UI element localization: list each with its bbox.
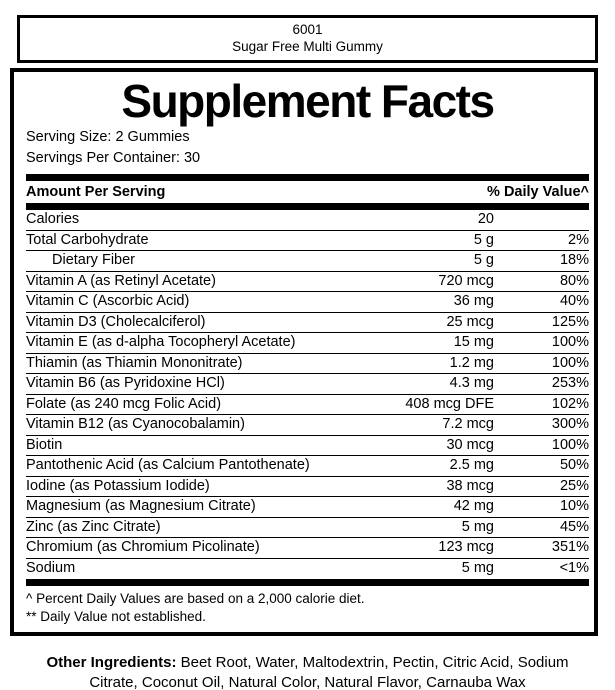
nutrient-dv: 10% [559, 498, 589, 515]
divider-bar-header [26, 203, 589, 210]
nutrient-row: Pantothenic Acid (as Calcium Pantothenat… [26, 456, 589, 477]
other-ingredients-text: Beet Root, Water, Maltodextrin, Pectin, … [89, 654, 569, 690]
nutrient-amount: 15 mg [453, 334, 494, 351]
other-ingredients: Other Ingredients: Beet Root, Water, Mal… [34, 653, 582, 690]
nutrient-name: Vitamin A (as Retinyl Acetate) [26, 272, 216, 289]
nutrient-table: Calories 20 Total Carbohydrate 5 g 2% Di… [26, 210, 589, 579]
nutrient-amount: 7.2 mcg [442, 416, 494, 433]
product-header-box: 6001 Sugar Free Multi Gummy [17, 15, 598, 63]
nutrient-name: Chromium (as Chromium Picolinate) [26, 539, 260, 556]
nutrient-dv: 80% [559, 272, 589, 289]
nutrient-name: Magnesium (as Magnesium Citrate) [26, 498, 256, 515]
nutrient-dv: 253% [551, 375, 589, 392]
nutrient-name: Calories [26, 211, 80, 228]
nutrient-amount: 123 mcg [438, 539, 494, 556]
nutrient-dv: 100% [551, 334, 589, 351]
serving-size: Serving Size: 2 Gummies [26, 129, 190, 145]
nutrient-row: Vitamin A (as Retinyl Acetate) 720 mcg 8… [26, 272, 589, 292]
nutrient-amount: 30 mcg [446, 436, 494, 453]
nutrient-dv: 40% [559, 293, 589, 310]
nutrient-dv: 100% [551, 436, 589, 453]
nutrient-dv: 102% [551, 395, 589, 412]
nutrient-name: Folate (as 240 mcg Folic Acid) [26, 395, 222, 412]
nutrient-dv: 100% [551, 354, 589, 371]
nutrient-name: Pantothenic Acid (as Calcium Pantothenat… [26, 457, 310, 474]
nutrient-row: Magnesium (as Magnesium Citrate) 42 mg 1… [26, 497, 589, 518]
nutrient-name: Sodium [26, 560, 76, 577]
nutrient-amount: 2.5 mg [449, 457, 494, 474]
nutrient-name: Vitamin C (Ascorbic Acid) [26, 293, 190, 310]
footnote-dv-basis: ^ Percent Daily Values are based on a 2,… [26, 591, 365, 606]
nutrient-dv: 2% [568, 231, 589, 248]
column-header-row: Amount Per Serving % Daily Value^ [26, 181, 589, 203]
nutrient-amount: 42 mg [453, 498, 494, 515]
nutrient-dv: 25% [559, 477, 589, 494]
daily-value-header: % Daily Value^ [487, 184, 589, 200]
nutrient-amount: 408 mcg DFE [405, 395, 494, 412]
nutrient-row: Vitamin E (as d-alpha Tocopheryl Acetate… [26, 333, 589, 354]
nutrient-amount: 5 mg [461, 560, 494, 577]
other-ingredients-label: Other Ingredients: [46, 654, 177, 671]
nutrient-name: Thiamin (as Thiamin Mononitrate) [26, 354, 243, 371]
nutrient-name: Vitamin B12 (as Cyanocobalamin) [26, 416, 245, 433]
nutrient-row: Sodium 5 mg <1% [26, 559, 589, 580]
nutrient-row: Vitamin B6 (as Pyridoxine HCl) 4.3 mg 25… [26, 374, 589, 395]
nutrient-name: Biotin [26, 436, 63, 453]
nutrient-row: Calories 20 [26, 210, 589, 231]
servings-per-container: Servings Per Container: 30 [26, 150, 201, 166]
nutrient-dv: 50% [559, 457, 589, 474]
nutrient-row: Vitamin C (Ascorbic Acid) 36 mg 40% [26, 292, 589, 313]
divider-bar-bottom [26, 579, 589, 586]
nutrient-name: Dietary Fiber [52, 252, 135, 269]
nutrient-amount: 38 mcg [446, 477, 494, 494]
nutrient-name: Zinc (as Zinc Citrate) [26, 518, 161, 535]
nutrient-amount: 36 mg [453, 293, 494, 310]
panel-title: Supplement Facts [121, 75, 495, 127]
nutrient-row: Iodine (as Potassium Iodide) 38 mcg 25% [26, 477, 589, 497]
product-name: Sugar Free Multi Gummy [232, 39, 383, 54]
nutrient-amount: 5 g [473, 231, 494, 248]
nutrient-name: Iodine (as Potassium Iodide) [26, 477, 210, 494]
footnotes: ^ Percent Daily Values are based on a 2,… [26, 586, 589, 628]
nutrient-dv: 125% [551, 313, 589, 330]
nutrient-row: Total Carbohydrate 5 g 2% [26, 231, 589, 251]
product-code: 6001 [292, 22, 323, 37]
nutrient-amount: 5 g [473, 252, 494, 269]
supplement-facts-panel: Supplement Facts Serving Size: 2 Gummies… [10, 68, 598, 636]
nutrient-dv: 351% [551, 539, 589, 556]
nutrient-amount: 1.2 mg [449, 354, 494, 371]
amount-per-serving-header: Amount Per Serving [26, 184, 166, 200]
nutrient-name: Vitamin D3 (Cholecalciferol) [26, 313, 206, 330]
nutrient-row: Vitamin B12 (as Cyanocobalamin) 7.2 mcg … [26, 415, 589, 436]
nutrient-amount: 4.3 mg [449, 375, 494, 392]
nutrient-row: Biotin 30 mcg 100% [26, 436, 589, 456]
nutrient-amount: 20 [477, 211, 494, 228]
divider-bar-top [26, 174, 589, 181]
nutrient-dv: 300% [551, 416, 589, 433]
nutrient-name: Vitamin B6 (as Pyridoxine HCl) [26, 375, 225, 392]
nutrient-row: Thiamin (as Thiamin Mononitrate) 1.2 mg … [26, 354, 589, 374]
footnote-dv-not-established: ** Daily Value not established. [26, 609, 206, 624]
nutrient-row: Folate (as 240 mcg Folic Acid) 408 mcg D… [26, 395, 589, 415]
nutrient-row: Zinc (as Zinc Citrate) 5 mg 45% [26, 518, 589, 538]
nutrient-dv: 45% [559, 518, 589, 535]
nutrient-dv: 18% [559, 252, 589, 269]
nutrient-amount: 5 mg [461, 518, 494, 535]
nutrient-amount: 720 mcg [438, 272, 494, 289]
nutrient-name: Vitamin E (as d-alpha Tocopheryl Acetate… [26, 334, 296, 351]
nutrient-dv: <1% [559, 560, 589, 577]
nutrient-row: Dietary Fiber 5 g 18% [26, 251, 589, 272]
nutrient-amount: 25 mcg [446, 313, 494, 330]
nutrient-name: Total Carbohydrate [26, 231, 149, 248]
nutrient-row: Vitamin D3 (Cholecalciferol) 25 mcg 125% [26, 313, 589, 333]
nutrient-row: Chromium (as Chromium Picolinate) 123 mc… [26, 538, 589, 559]
